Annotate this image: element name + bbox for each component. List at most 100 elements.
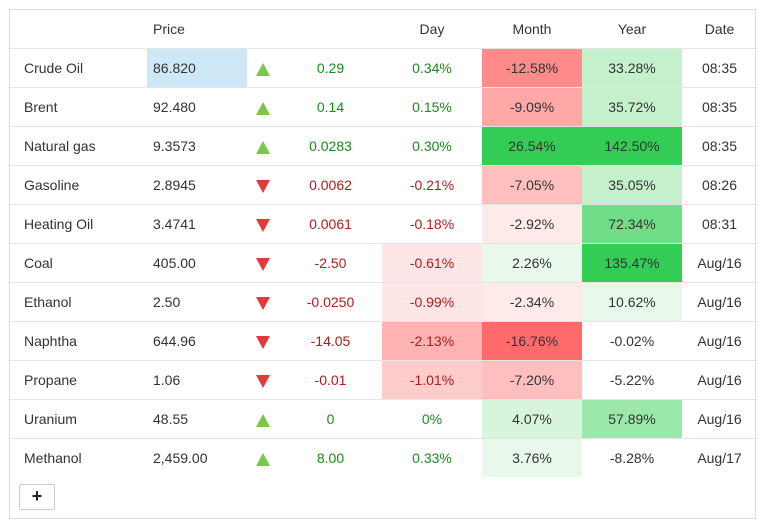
change-cell: 0.14: [279, 87, 382, 127]
month-change-cell: -2.92%: [482, 204, 582, 244]
arrow-down-icon: [256, 374, 270, 388]
table-row[interactable]: Propane 1.06 -0.01 -1.01% -7.20% -5.22% Aug/16: [10, 360, 757, 400]
commodity-name[interactable]: Ethanol: [10, 282, 147, 322]
year-change-cell: -8.28%: [582, 438, 682, 477]
month-change-cell: -7.20%: [482, 360, 582, 400]
change-cell: 8.00: [316, 450, 345, 466]
day-change-cell: -1.01%: [382, 360, 482, 400]
month-change-cell: -12.58%: [482, 48, 582, 88]
date-cell: Aug/17: [697, 450, 742, 466]
column-header-price[interactable]: Price: [147, 10, 247, 49]
change-cell: -0.0250: [279, 282, 382, 322]
trend-cell: [247, 360, 279, 400]
table-row[interactable]: Methanol 2,459.00 8.00 0.33% 3.76% -8.28% Aug/…: [10, 438, 757, 478]
price-cell: 92.480: [147, 87, 247, 127]
year-change-cell: 35.05%: [582, 165, 682, 205]
trend-cell: [247, 204, 279, 244]
column-header-change: [279, 10, 382, 49]
month-change-cell: 4.07%: [482, 399, 582, 439]
day-change-cell: 0.30%: [382, 126, 482, 166]
day-change-cell: -0.21%: [382, 165, 482, 205]
year-change-cell: 135.47%: [582, 243, 682, 283]
price-cell: 86.820: [147, 48, 247, 88]
trend-cell: [247, 439, 279, 478]
column-header-month[interactable]: Month: [482, 10, 582, 49]
month-change-cell: 3.76%: [482, 438, 582, 477]
price-cell: 1.06: [147, 360, 247, 400]
month-change-cell: -16.76%: [482, 321, 582, 361]
month-change-cell: 2.26%: [482, 243, 582, 283]
table-row[interactable]: Heating Oil 3.4741 0.0061 -0.18% -2.92% 72.34…: [10, 204, 757, 244]
year-change-cell: 57.89%: [582, 399, 682, 439]
price-cell: 2,459.00: [153, 450, 208, 466]
commodity-name[interactable]: Methanol: [24, 450, 82, 466]
date-cell: Aug/16: [682, 321, 757, 361]
month-change-cell: 26.54%: [482, 126, 582, 166]
month-change-cell: -9.09%: [482, 87, 582, 127]
table-row[interactable]: Uranium 48.55 0 0% 4.07% 57.89% Aug/16: [10, 399, 757, 439]
commodities-panel: Price Day Month Year Date Crude Oil 86.82…: [9, 9, 757, 519]
commodity-name[interactable]: Naphtha: [10, 321, 147, 361]
price-cell: 48.55: [147, 399, 247, 439]
change-cell: -0.01: [279, 360, 382, 400]
trend-cell: [247, 282, 279, 322]
day-change-cell: 0.34%: [382, 48, 482, 88]
column-header-date[interactable]: Date: [682, 10, 757, 49]
day-change-cell: -0.61%: [382, 243, 482, 283]
year-change-cell: 33.28%: [582, 48, 682, 88]
column-header-year[interactable]: Year: [582, 10, 682, 49]
year-change-cell: 10.62%: [582, 282, 682, 322]
table-row[interactable]: Crude Oil 86.820 0.29 0.34% -12.58% 33.28% 08:…: [10, 48, 757, 88]
year-change-cell: 35.72%: [582, 87, 682, 127]
trend-cell: [247, 321, 279, 361]
change-cell: -2.50: [279, 243, 382, 283]
change-cell: 0.29: [279, 48, 382, 88]
table-row[interactable]: Natural gas 9.3573 0.0283 0.30% 26.54% 142.50…: [10, 126, 757, 166]
day-change-cell: -0.99%: [382, 282, 482, 322]
table-row[interactable]: Coal 405.00 -2.50 -0.61% 2.26% 135.47% Aug/16: [10, 243, 757, 283]
year-change-cell: -0.02%: [582, 321, 682, 361]
price-cell: 644.96: [147, 321, 247, 361]
change-cell: 0.0061: [279, 204, 382, 244]
commodity-name[interactable]: Crude Oil: [10, 48, 147, 88]
commodity-name[interactable]: Propane: [10, 360, 147, 400]
date-cell: 08:35: [682, 126, 757, 166]
commodity-name[interactable]: Brent: [10, 87, 147, 127]
table-row[interactable]: Gasoline 2.8945 0.0062 -0.21% -7.05% 35.05% 08…: [10, 165, 757, 205]
day-change-cell: 0%: [382, 399, 482, 439]
commodity-name[interactable]: Coal: [10, 243, 147, 283]
date-cell: Aug/16: [682, 360, 757, 400]
commodities-table: Price Day Month Year Date Crude Oil 86.82…: [10, 10, 757, 477]
column-header-arrow: [247, 10, 279, 49]
month-change-cell: -2.34%: [482, 282, 582, 322]
price-cell: 2.50: [147, 282, 247, 322]
arrow-up-icon: [256, 62, 270, 76]
arrow-up-icon: [256, 413, 270, 427]
commodity-name[interactable]: Uranium: [10, 399, 147, 439]
trend-cell: [247, 48, 279, 88]
date-cell: 08:31: [682, 204, 757, 244]
add-row-button[interactable]: +: [19, 484, 55, 510]
date-cell: 08:26: [682, 165, 757, 205]
date-cell: 08:35: [682, 48, 757, 88]
column-header-day[interactable]: Day: [382, 10, 482, 49]
arrow-up-icon: [256, 452, 270, 466]
price-cell: 405.00: [147, 243, 247, 283]
commodity-name[interactable]: Gasoline: [10, 165, 147, 205]
arrow-up-icon: [256, 101, 270, 115]
day-change-cell: 0.15%: [382, 87, 482, 127]
arrow-down-icon: [256, 179, 270, 193]
day-change-cell: -2.13%: [382, 321, 482, 361]
table-row[interactable]: Brent 92.480 0.14 0.15% -9.09% 35.72% 08:35: [10, 87, 757, 127]
commodity-name[interactable]: Natural gas: [10, 126, 147, 166]
date-cell: Aug/16: [682, 282, 757, 322]
table-row[interactable]: Ethanol 2.50 -0.0250 -0.99% -2.34% 10.62% Aug/…: [10, 282, 757, 322]
date-cell: Aug/16: [682, 399, 757, 439]
table-row[interactable]: Naphtha 644.96 -14.05 -2.13% -16.76% -0.02% Au…: [10, 321, 757, 361]
year-change-cell: 72.34%: [582, 204, 682, 244]
commodity-name[interactable]: Heating Oil: [10, 204, 147, 244]
arrow-down-icon: [256, 335, 270, 349]
price-cell: 9.3573: [147, 126, 247, 166]
column-header-name: [10, 10, 147, 49]
day-change-cell: 0.33%: [382, 438, 482, 477]
